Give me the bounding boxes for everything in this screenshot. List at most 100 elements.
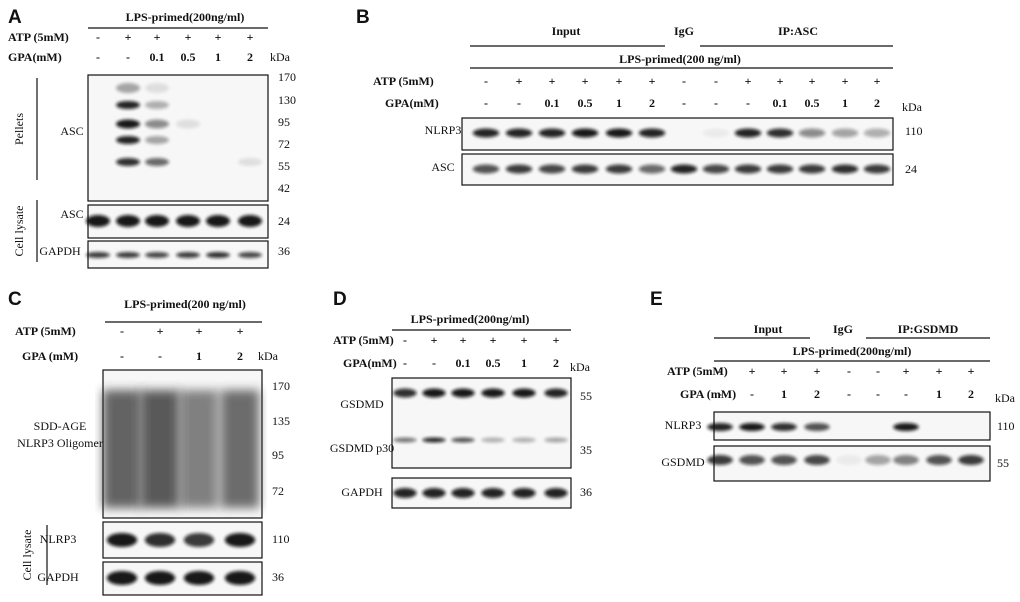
band xyxy=(145,83,169,93)
band xyxy=(86,252,110,258)
treatment: LPS-primed(200ng/ml) xyxy=(793,344,912,358)
band xyxy=(863,164,891,174)
band xyxy=(481,388,505,398)
band xyxy=(145,158,169,166)
band xyxy=(422,388,446,398)
band xyxy=(176,215,200,227)
band xyxy=(106,571,138,585)
panel-letter: A xyxy=(8,7,22,28)
band xyxy=(206,252,230,258)
band xyxy=(893,455,919,465)
lane-cell: + xyxy=(154,30,161,44)
smear xyxy=(102,390,142,508)
band xyxy=(836,455,862,465)
mw-marker: 24 xyxy=(278,214,290,228)
band xyxy=(176,252,200,258)
lane-cell: - xyxy=(876,387,880,401)
row-label: GPA(mM) xyxy=(8,50,62,64)
band xyxy=(958,455,984,465)
blot-label: GAPDH xyxy=(37,570,79,584)
band xyxy=(144,533,176,547)
lane-cell: 1 xyxy=(842,96,848,110)
band xyxy=(512,437,536,443)
blot xyxy=(391,377,572,469)
lane-cell: - xyxy=(682,74,686,88)
lane-cell: + xyxy=(814,364,821,378)
panel: A LPS-primed(200ng/ml) ATP (5mM) - + + + + + GPA(… xyxy=(8,7,296,269)
band xyxy=(224,533,256,547)
lane-cell: + xyxy=(582,74,589,88)
treatment: LPS-primed(200 ng/ml) xyxy=(124,297,246,311)
lane-cell: 0.1 xyxy=(545,96,560,110)
row-label: ATP (5mM) xyxy=(373,74,434,88)
blot-label: NLRP3 Oligomer xyxy=(17,436,103,450)
band xyxy=(707,455,733,465)
mw-marker: 36 xyxy=(278,244,290,258)
blot-label: NLRP3 xyxy=(40,532,77,546)
mw-marker: 72 xyxy=(272,484,284,498)
lane-cell: 0.1 xyxy=(150,50,165,64)
smear xyxy=(220,390,260,508)
lane-cell: 2 xyxy=(553,356,559,370)
band xyxy=(505,128,533,138)
band xyxy=(145,119,169,129)
band xyxy=(702,128,730,138)
blot-label: SDD-AGE xyxy=(34,419,87,433)
mw-marker: 35 xyxy=(580,443,592,457)
lane-cell: + xyxy=(549,74,556,88)
row-label: ATP (5mM) xyxy=(333,333,394,347)
mw-marker: 135 xyxy=(272,414,290,428)
band xyxy=(238,215,262,227)
band xyxy=(638,128,666,138)
kda-label: kDa xyxy=(270,50,291,64)
lane-cell: + xyxy=(809,74,816,88)
kda-label: kDa xyxy=(995,391,1016,405)
band xyxy=(238,158,262,166)
group-label: Cell lysate xyxy=(12,206,26,257)
treatment: LPS-primed(200ng/ml) xyxy=(126,10,245,24)
column-header: IP:ASC xyxy=(778,24,818,38)
lane-cell: 2 xyxy=(968,387,974,401)
lane-cell: + xyxy=(553,333,560,347)
lane-cell: + xyxy=(874,74,881,88)
band xyxy=(544,437,568,443)
blot-label: NLRP3 xyxy=(665,418,702,432)
group-label: Cell lysate xyxy=(20,530,34,581)
lane-cell: 0.5 xyxy=(486,356,501,370)
column-header: Input xyxy=(552,24,581,38)
band xyxy=(481,437,505,443)
row-label: ATP (5mM) xyxy=(15,324,76,338)
mw-marker: 55 xyxy=(997,456,1009,470)
column-header: IP:GSDMD xyxy=(898,322,959,336)
mw-marker: 110 xyxy=(905,124,923,138)
lane-cell: 2 xyxy=(874,96,880,110)
kda-label: kDa xyxy=(902,100,923,114)
band xyxy=(422,488,446,498)
lane-cell: + xyxy=(842,74,849,88)
lane-cell: + xyxy=(516,74,523,88)
blot-label: ASC xyxy=(60,207,83,221)
lane-cell: - xyxy=(746,96,750,110)
mw-marker: 55 xyxy=(278,159,290,173)
mw-marker: 72 xyxy=(278,137,290,151)
band xyxy=(798,128,826,138)
lane-cell: + xyxy=(185,30,192,44)
band xyxy=(116,101,140,109)
panel-letter: D xyxy=(333,289,347,310)
lane-cell: 1 xyxy=(196,349,202,363)
band xyxy=(451,388,475,398)
lane-cell: + xyxy=(616,74,623,88)
lane-cell: + xyxy=(237,324,244,338)
blot xyxy=(87,74,269,202)
kda-label: kDa xyxy=(570,360,591,374)
band xyxy=(734,128,762,138)
mw-marker: 36 xyxy=(580,485,592,499)
band xyxy=(707,423,733,431)
row-label: GPA(mM) xyxy=(343,356,397,370)
band xyxy=(106,533,138,547)
band xyxy=(544,488,568,498)
band xyxy=(766,128,794,138)
band xyxy=(505,164,533,174)
mw-marker: 110 xyxy=(272,532,290,546)
column-header: Input xyxy=(754,322,783,336)
